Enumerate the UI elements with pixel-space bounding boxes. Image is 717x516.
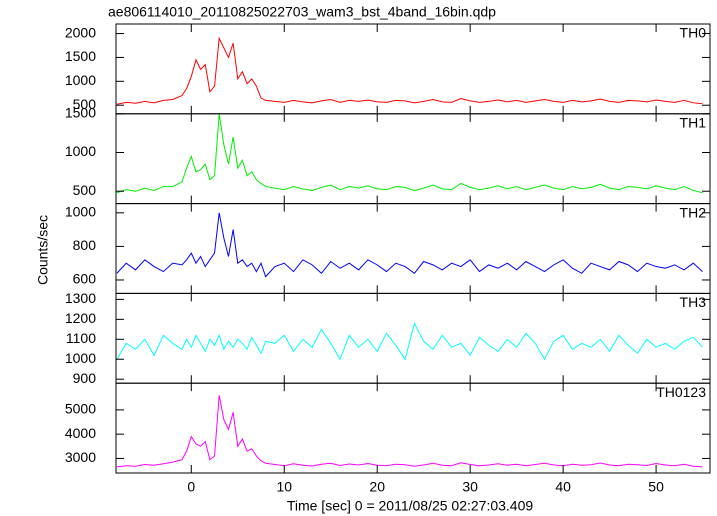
- y-tick-label: 1000: [65, 143, 96, 159]
- y-tick-label: 1100: [66, 330, 96, 346]
- x-axis-label: Time [sec] 0 = 2011/08/25 02:27:03.409: [287, 498, 534, 514]
- y-tick-label: 4000: [65, 425, 96, 441]
- panel-label: TH2: [680, 204, 707, 220]
- data-line: [116, 395, 703, 468]
- x-tick-label: 40: [555, 479, 571, 495]
- y-tick-label: 600: [73, 271, 97, 287]
- panel-label: TH1: [680, 115, 707, 131]
- y-tick-label: 5000: [65, 401, 96, 417]
- x-tick-label: 10: [276, 479, 292, 495]
- panel-label: TH0123: [656, 384, 706, 400]
- y-axis-label: Counts/sec: [35, 215, 51, 285]
- y-tick-label: 3000: [65, 449, 96, 465]
- data-line: [116, 36, 703, 105]
- panel-frame: [115, 203, 711, 294]
- panel-label: TH0: [680, 25, 707, 41]
- data-line: [116, 212, 703, 278]
- y-tick-label: 1000: [65, 72, 96, 88]
- x-tick-label: 20: [369, 479, 385, 495]
- panel-frame: [115, 292, 711, 384]
- x-tick-label: 30: [462, 479, 478, 495]
- y-tick-label: 500: [73, 182, 97, 198]
- chart-title: ae806114010_20110825022703_wam3_bst_4ban…: [108, 4, 496, 20]
- panel-frame: [115, 23, 711, 115]
- x-tick-label: 0: [187, 479, 195, 495]
- panel-label: TH3: [680, 294, 707, 310]
- y-tick-label: 1000: [65, 350, 96, 366]
- y-tick-label: 1500: [65, 48, 96, 64]
- y-tick-label: 900: [73, 370, 97, 386]
- x-tick-label: 50: [648, 479, 664, 495]
- y-tick-label: 2000: [65, 24, 96, 40]
- y-tick-label: 1200: [65, 310, 96, 326]
- panel-frame: [115, 382, 711, 474]
- y-tick-label: 1300: [65, 290, 96, 306]
- y-tick-label: 800: [73, 237, 97, 253]
- y-tick-label: 500: [73, 96, 97, 112]
- data-line: [116, 113, 703, 194]
- data-line: [116, 321, 703, 361]
- y-tick-label: 1000: [65, 204, 96, 220]
- y-tick-label: 1500: [65, 105, 96, 121]
